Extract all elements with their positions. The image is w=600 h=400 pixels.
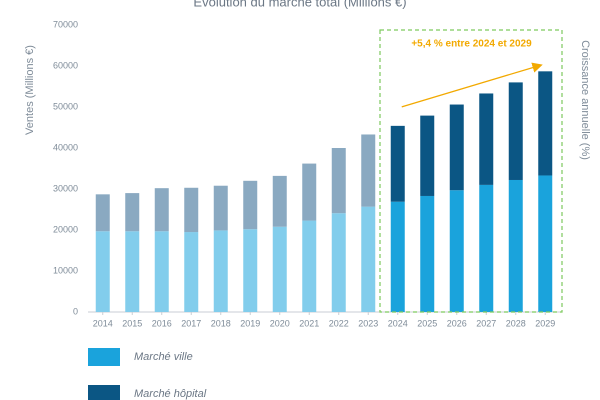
y2-axis-title: Croissance annuelle (%) <box>579 40 591 160</box>
y-tick-label: 0 <box>73 306 78 316</box>
x-tick-label: 2025 <box>417 318 437 328</box>
bar-segment <box>390 201 405 312</box>
y-tick-label: 70000 <box>53 19 78 29</box>
legend-swatch <box>88 348 120 366</box>
x-tick-label: 2023 <box>358 318 378 328</box>
x-tick-label: 2020 <box>270 318 290 328</box>
bar-segment <box>538 71 553 176</box>
bar-segment <box>125 231 140 312</box>
bar-segment <box>302 220 317 312</box>
x-tick-label: 2029 <box>535 318 555 328</box>
bar-segment <box>449 190 464 312</box>
bar-segment <box>272 226 287 312</box>
bar-segment <box>272 175 287 227</box>
bar-segment <box>154 231 169 312</box>
bar-segment <box>479 184 494 312</box>
x-tick-label: 2024 <box>388 318 408 328</box>
bar-segment <box>331 148 346 214</box>
y-tick-label: 20000 <box>53 224 78 234</box>
bar-segment <box>361 206 376 312</box>
x-tick-label: 2017 <box>181 318 201 328</box>
bar-segment <box>331 213 346 312</box>
growth-arrow <box>401 62 543 108</box>
x-tick-label: 2028 <box>506 318 526 328</box>
x-tick-label: 2026 <box>447 318 467 328</box>
y-tick-label: 30000 <box>53 183 78 193</box>
x-tick-label: 2018 <box>211 318 231 328</box>
bar-segment <box>420 115 435 196</box>
bar-segment <box>479 93 494 185</box>
chart-title: Évolution du marché total (Millions €) <box>193 0 406 9</box>
bar-segment <box>449 104 464 191</box>
bar-segment <box>243 180 258 230</box>
y-tick-label: 50000 <box>53 101 78 111</box>
bar-segment <box>184 232 199 312</box>
legend-label: Marché ville <box>134 351 193 363</box>
forecast-box <box>379 29 563 313</box>
bar-segment <box>538 175 553 312</box>
y-tick-label: 40000 <box>53 142 78 152</box>
bar-segment <box>302 163 317 221</box>
bar-segment <box>508 179 523 312</box>
x-tick-label: 2015 <box>122 318 142 328</box>
bar-segment <box>154 188 169 232</box>
x-tick-label: 2022 <box>329 318 349 328</box>
annotation: +5,4 % entre 2024 et 2029 <box>411 39 532 50</box>
x-tick-label: 2019 <box>240 318 260 328</box>
bar-segment <box>213 185 228 231</box>
x-tick-label: 2014 <box>93 318 113 328</box>
bar-segment <box>508 82 523 180</box>
x-tick-label: 2027 <box>476 318 496 328</box>
y-tick-label: 10000 <box>53 265 78 275</box>
bar-segment <box>243 229 258 312</box>
bar-segment <box>361 134 376 207</box>
bar-segment <box>213 230 228 312</box>
x-tick-label: 2021 <box>299 318 319 328</box>
bar-segment <box>420 195 435 312</box>
bar-segment <box>125 193 140 232</box>
bar-segment <box>184 187 199 233</box>
bar-segment <box>390 125 405 202</box>
y-tick-label: 60000 <box>53 60 78 70</box>
legend-swatch <box>88 385 120 400</box>
legend-label: Marché hôpital <box>134 388 207 400</box>
y-axis-title: Ventes (Millions €) <box>24 45 36 135</box>
x-tick-label: 2016 <box>152 318 172 328</box>
bar-segment <box>95 231 110 312</box>
bar-segment <box>95 194 110 232</box>
